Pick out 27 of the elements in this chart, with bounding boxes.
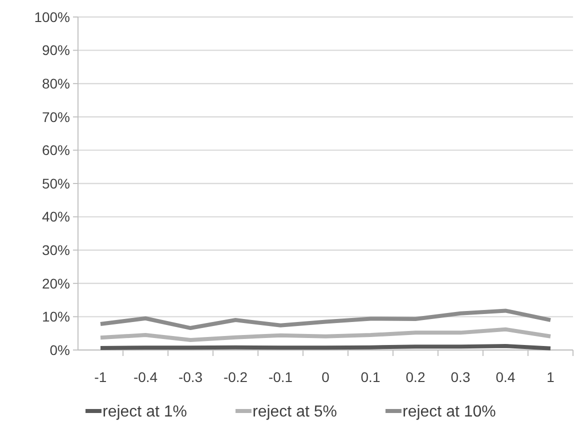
x-tick-label: -0.3 bbox=[178, 369, 203, 385]
y-tick-label: 70% bbox=[42, 108, 70, 125]
legend-label: reject at 5% bbox=[252, 404, 337, 421]
y-tick-label: 20% bbox=[42, 275, 70, 292]
y-tick-label: 40% bbox=[42, 208, 70, 225]
line-series bbox=[98, 308, 552, 330]
line-series bbox=[98, 327, 552, 342]
x-tick-label: 0.2 bbox=[406, 369, 426, 385]
y-tick-label: 0% bbox=[50, 342, 70, 358]
y-tick-label: 50% bbox=[42, 175, 70, 192]
x-tick-label: -0.1 bbox=[268, 369, 293, 385]
x-tick-label: 1 bbox=[546, 369, 555, 385]
legend-label: reject at 10% bbox=[402, 404, 496, 421]
y-tick-label: 60% bbox=[42, 142, 70, 158]
y-tick-label: 10% bbox=[42, 308, 70, 325]
x-tick-label: 0 bbox=[322, 369, 330, 385]
x-tick-label: 0.4 bbox=[496, 369, 516, 385]
y-tick-label: 100% bbox=[34, 8, 70, 25]
x-tick-label: 0.1 bbox=[360, 369, 380, 385]
y-tick-label: 80% bbox=[42, 76, 70, 92]
x-tick-label: -0.4 bbox=[133, 369, 158, 385]
x-tick-label: -1 bbox=[94, 369, 107, 385]
legend-label: reject at 1% bbox=[102, 404, 187, 421]
y-tick-label: 90% bbox=[42, 42, 70, 58]
x-tick-label: -0.2 bbox=[223, 369, 248, 385]
y-tick-label: 30% bbox=[42, 242, 70, 258]
x-tick-label: 0.3 bbox=[450, 369, 470, 385]
